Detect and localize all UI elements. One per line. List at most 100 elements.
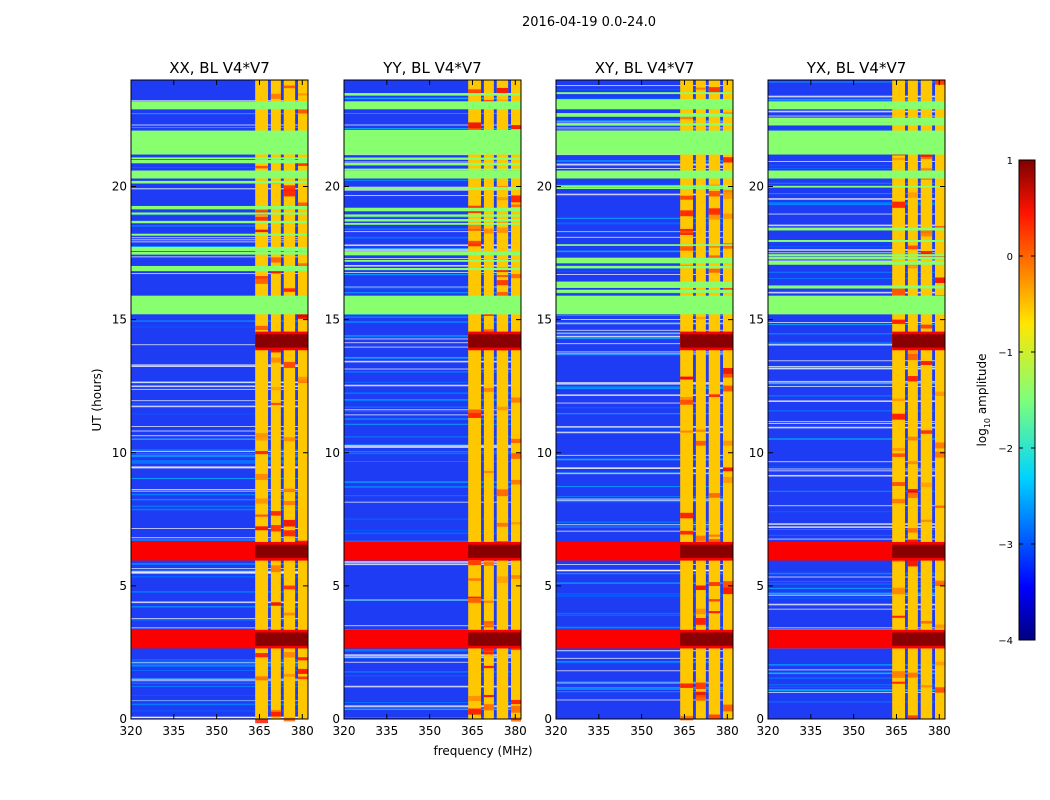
noise-row [768,224,945,227]
channel-band-texture [468,578,482,581]
channel-band-texture [270,565,281,573]
channel-band-texture [283,361,296,368]
channel-band-texture [935,624,945,629]
noise-row [344,650,521,652]
channel-band-texture [907,349,918,356]
channel-band-texture [723,476,733,483]
noise-row [556,430,733,432]
noise-row [556,688,733,690]
noise-row [344,357,521,359]
x-tick-label: 335 [587,724,610,738]
channel-band-texture [483,694,494,698]
noise-row [344,264,521,267]
channel-band-texture [283,519,296,527]
noise-row [344,338,521,340]
channel-band-texture [892,157,906,161]
noise-row [344,414,521,416]
noise-row [131,493,308,496]
channel-band-texture [468,205,482,210]
panel-frame [555,79,734,720]
channel-band-texture [283,437,296,442]
flagged-row [344,129,521,132]
y-tick-label: 5 [119,579,127,593]
channel-band-texture [907,492,918,498]
noise-row [131,364,308,366]
noise-row [556,626,733,629]
figure-title: 2016-04-19 0.0-24.0 [522,15,656,30]
y-tick-label: 10 [325,446,340,460]
noise-row [131,453,308,455]
y-tick-label: 0 [544,712,552,726]
channel-band-texture [708,268,721,273]
channel-band-texture [708,244,721,248]
channel-band-texture [723,243,733,249]
noise-row [131,601,308,604]
noise-row [344,530,521,532]
noise-row [556,270,733,272]
channel-band-texture [680,376,694,380]
noise-row [768,627,945,629]
channel-band-texture [935,80,945,85]
channel-band-texture [496,220,509,224]
noise-row [556,526,733,528]
x-tick-label: 320 [333,724,356,738]
flagged-row [768,144,945,148]
flagged-row [344,151,521,155]
noise-row [768,249,945,251]
channel-band-texture [695,691,706,698]
channel-band-texture [723,440,733,446]
colorbar: 10−1−2−3−4 log10 amplitude [975,156,1036,647]
flagged-row [131,159,308,164]
flagged-row [768,119,945,123]
noise-row [768,592,945,595]
channel-band-texture [511,699,521,705]
noise-row [344,274,521,276]
noise-row [131,381,308,384]
noise-row [768,684,945,686]
channel-band-texture [468,560,482,566]
channel-band-texture [892,448,906,451]
noise-row [131,659,308,661]
noise-row [556,612,733,615]
rfi-row-core [892,334,945,348]
noise-row [556,458,733,461]
channel-band-texture [680,195,694,200]
noise-row [768,572,945,575]
noise-row [556,293,733,295]
noise-row [556,593,733,595]
noise-row [556,657,733,659]
channel-band-texture [483,647,494,652]
channel-band-texture [935,661,945,666]
panel-title: XY, BL V4*V7 [595,59,695,77]
channel-band-texture [907,528,918,533]
channel-band-texture [680,430,694,433]
x-tick-label: 365 [885,724,908,738]
flagged-row [344,207,521,212]
noise-row [131,670,308,671]
noise-row [556,582,733,584]
channel-band-texture [283,488,296,493]
noise-row [131,241,308,243]
noise-row [131,449,308,451]
noise-row [556,250,733,253]
noise-row [344,654,521,656]
noise-row [344,368,521,370]
noise-row [556,431,733,434]
noise-row [768,438,945,440]
noise-row [344,97,521,100]
noise-row [344,195,521,197]
x-tick-label: 320 [757,724,780,738]
noise-row [131,256,308,258]
noise-row [344,418,521,420]
noise-row [556,691,733,693]
channel-band-texture [270,710,281,717]
noise-row [131,627,308,629]
noise-row [344,451,521,453]
flagged-row [131,246,308,251]
noise-row [131,100,308,102]
noise-row [556,530,733,532]
noise-row [556,386,733,389]
noise-row [344,393,521,395]
flagged-row [768,122,945,126]
